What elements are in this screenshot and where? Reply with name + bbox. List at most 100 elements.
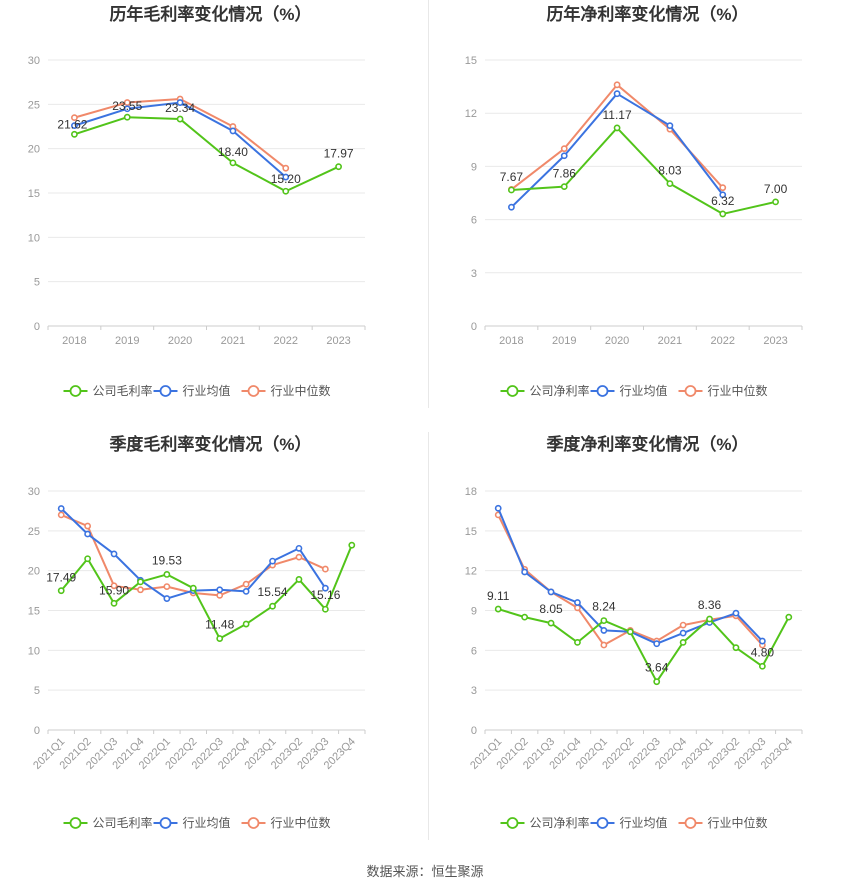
series-line-company <box>511 126 776 215</box>
y-tick-label: 6 <box>471 645 477 657</box>
x-tick-label: 2020 <box>168 335 192 347</box>
data-point-company <box>494 605 502 613</box>
data-point-company <box>547 619 555 627</box>
data-label: 9.11 <box>487 589 510 603</box>
data-point-company <box>508 186 515 194</box>
legend-label: 行业均值 <box>183 383 231 398</box>
data-point-avg <box>282 173 290 181</box>
data-point-company <box>626 628 634 636</box>
data-point-avg <box>321 584 329 592</box>
data-point-median <box>719 184 727 192</box>
data-point-company <box>71 130 78 138</box>
data-label: 11.17 <box>603 108 632 122</box>
data-point-company <box>772 198 779 206</box>
legend-marker-company <box>506 817 519 829</box>
data-point-avg <box>600 627 608 634</box>
data-point-company <box>216 635 224 642</box>
y-tick-label: 15 <box>28 606 40 618</box>
x-tick-label: 2020 <box>605 335 629 347</box>
chart-svg: 历年净利率变化情况（%） 0 3 6 9 12 15 2018 2019 2020 2021 2022… <box>465 4 803 398</box>
data-point-company <box>242 620 250 628</box>
data-point-company <box>84 555 92 563</box>
legend-label: 行业均值 <box>183 815 231 830</box>
data-point-company <box>560 183 568 191</box>
data-point-avg <box>666 122 674 130</box>
data-source-label: 数据来源：恒生聚源 <box>366 864 484 879</box>
data-point-median <box>57 511 65 519</box>
legend-label: 公司毛利率 <box>93 815 153 830</box>
legend-label: 行业均值 <box>620 815 668 830</box>
legend-marker-median <box>247 385 260 397</box>
legend-marker-median <box>684 385 697 397</box>
x-tick-label: 2023 <box>763 335 787 347</box>
data-label: 15.16 <box>310 588 340 602</box>
data-point-company <box>229 159 237 167</box>
legend-label: 行业中位数 <box>271 383 331 398</box>
data-point-avg <box>71 122 78 130</box>
data-point-company <box>163 571 171 578</box>
data-point-company <box>600 617 608 624</box>
series-line-company <box>74 116 340 193</box>
data-point-company <box>666 180 674 188</box>
data-label: 23.34 <box>165 101 195 115</box>
data-point-company <box>176 115 184 123</box>
series-line-median <box>497 514 764 647</box>
chart-title: 季度毛利率变化情况（%） <box>109 434 311 454</box>
data-point-avg <box>494 504 502 512</box>
legend-marker-avg <box>596 817 609 829</box>
data-label: 18.40 <box>218 145 248 159</box>
data-point-avg <box>269 557 276 565</box>
data-label: 8.24 <box>592 600 616 614</box>
data-label: 11.48 <box>205 618 234 632</box>
chart-svg: 季度净利率变化情况（%）03691215182021Q12021Q22021Q3… <box>465 434 803 830</box>
y-tick-label: 20 <box>28 566 40 578</box>
data-point-avg <box>560 152 568 160</box>
data-point-company <box>521 613 529 621</box>
data-point-avg <box>110 550 118 558</box>
data-point-company <box>613 124 621 132</box>
legend-label: 公司净利率 <box>530 815 590 830</box>
legend-marker-median <box>247 817 260 829</box>
data-point-median <box>282 164 290 172</box>
data-label: 8.05 <box>539 602 563 616</box>
data-label: 6.32 <box>711 194 735 208</box>
data-point-avg <box>679 629 687 637</box>
data-label: 7.00 <box>764 182 788 196</box>
y-tick-label: 0 <box>471 321 477 333</box>
data-point-avg <box>508 203 515 211</box>
legend-label: 行业中位数 <box>271 815 331 830</box>
data-label: 8.03 <box>658 164 682 178</box>
data-label: 15.20 <box>271 172 301 186</box>
annual-gross-margin-chart: 历年毛利率变化情况（%） 0 5 10 15 20 25 30 2018 2019 2020 2021… <box>0 0 425 430</box>
x-tick-label: 2018 <box>62 335 86 347</box>
x-tick-label: 2022 <box>274 335 298 347</box>
x-tick-label: 2019 <box>115 335 139 347</box>
data-point-median <box>123 99 131 106</box>
chart-title: 历年毛利率变化情况（%） <box>109 4 311 24</box>
legend-marker-avg <box>596 385 609 397</box>
data-point-avg <box>732 609 740 617</box>
y-tick-label: 0 <box>34 725 40 737</box>
data-label: 7.86 <box>553 167 577 181</box>
data-label: 19.53 <box>152 553 182 567</box>
data-point-avg <box>163 595 171 602</box>
vertical-divider <box>428 432 429 840</box>
quarterly-net-margin-chart: 季度净利率变化情况（%） 0 3 6 9 12 15 18 2021Q1 2021Q2 2021Q3… <box>425 430 850 860</box>
x-tick-label: 2021 <box>221 335 245 347</box>
data-label: 15.54 <box>258 585 288 599</box>
data-point-median <box>600 641 608 649</box>
quarterly-gross-margin-chart: 季度毛利率变化情况（%） 0 5 10 15 20 25 30 2021Q1 2021Q2 2021… <box>0 430 425 860</box>
annual-net-margin-chart: 历年净利率变化情况（%） 0 3 6 9 12 15 2018 2019 2020 2021 2022… <box>425 0 850 430</box>
data-point-company <box>706 615 713 623</box>
data-point-median <box>321 565 329 573</box>
data-label: 8.36 <box>698 598 722 612</box>
data-point-median <box>560 145 568 153</box>
chart-title: 历年净利率变化情况（%） <box>546 4 748 24</box>
legend-marker-company <box>69 817 82 829</box>
data-point-avg <box>653 640 661 648</box>
data-point-median <box>613 81 621 89</box>
series-line-avg <box>497 507 764 645</box>
y-tick-label: 10 <box>28 645 40 657</box>
y-tick-label: 9 <box>471 161 477 173</box>
data-label: 17.97 <box>324 147 354 161</box>
